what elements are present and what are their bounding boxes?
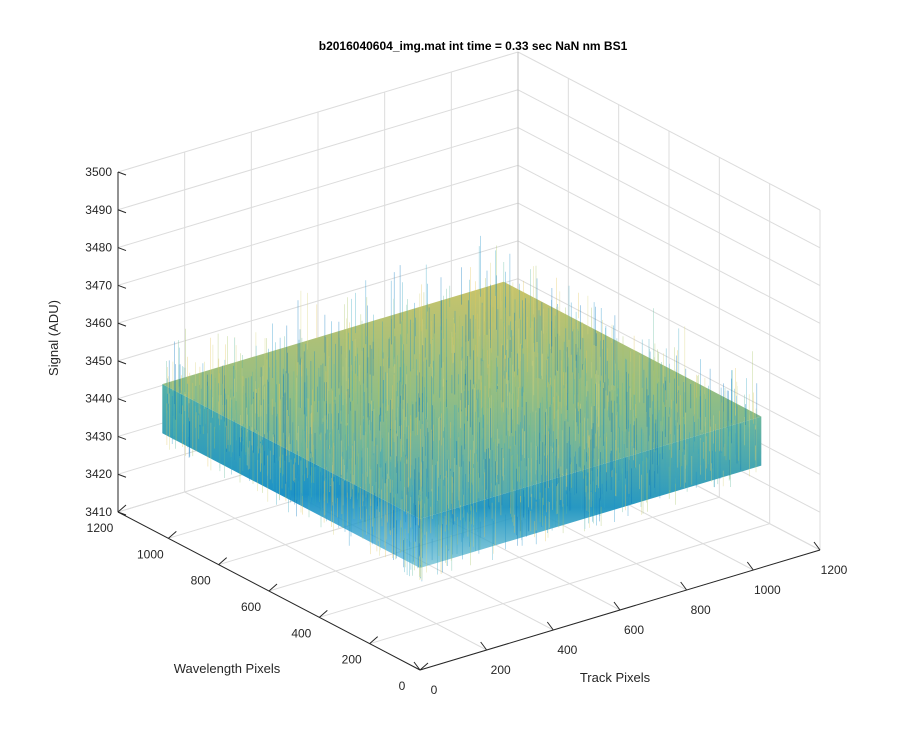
x-tick-label: 0 bbox=[431, 683, 438, 697]
z-tick-mark bbox=[117, 473, 127, 478]
wall-grid-line bbox=[117, 51, 519, 173]
y-tick-mark bbox=[419, 662, 429, 671]
floor-grid-line bbox=[369, 523, 770, 645]
x-tick-label: 800 bbox=[691, 603, 711, 617]
z-tick-mark bbox=[117, 209, 127, 214]
y-tick-mark bbox=[117, 504, 127, 513]
x-tick-label: 400 bbox=[557, 643, 577, 657]
wall-grid-line bbox=[517, 240, 821, 400]
x-tick-mark bbox=[680, 581, 688, 591]
wall-grid-line bbox=[517, 164, 821, 324]
y-tick-mark bbox=[369, 636, 378, 645]
wall-grid-line bbox=[517, 202, 821, 362]
z-tick-mark bbox=[117, 511, 127, 516]
axes: 0 200 400 600 800 1000 1200 0 200 400 600 800 1000 12… bbox=[85, 165, 847, 697]
y-tick-mark bbox=[218, 557, 227, 566]
x-tick-mark bbox=[613, 601, 621, 611]
z-tick-label: 3480 bbox=[85, 241, 112, 255]
x-tick-mark bbox=[813, 541, 821, 551]
z-axis-label: Signal (ADU) bbox=[46, 300, 61, 376]
surface-noise bbox=[166, 235, 758, 582]
x-tick-mark bbox=[546, 621, 554, 631]
wall-grid-line bbox=[117, 89, 519, 211]
z-tick-label: 3410 bbox=[85, 505, 112, 519]
z-tick-mark bbox=[117, 247, 127, 252]
z-tick-label: 3470 bbox=[85, 278, 112, 292]
z-tick-label: 3500 bbox=[85, 165, 112, 179]
z-tick-label: 3420 bbox=[85, 467, 112, 481]
wall-grid-line bbox=[117, 164, 519, 286]
y-tick-label: 600 bbox=[241, 600, 261, 614]
chart-title: b2016040604_img.mat int time = 0.33 sec … bbox=[319, 39, 628, 53]
x-tick-label: 600 bbox=[624, 623, 644, 637]
wall-grid-line bbox=[517, 278, 821, 438]
surface-data bbox=[162, 235, 762, 582]
x-tick-mark bbox=[413, 661, 421, 671]
floor-grid-line bbox=[319, 496, 720, 618]
y-tick-label: 800 bbox=[191, 574, 211, 588]
z-tick-label: 3460 bbox=[85, 316, 112, 330]
z-tick-mark bbox=[117, 398, 127, 403]
z-tick-label: 3450 bbox=[85, 354, 112, 368]
z-tick-label: 3490 bbox=[85, 203, 112, 217]
x-tick-mark bbox=[746, 561, 754, 571]
z-tick-label: 3440 bbox=[85, 392, 112, 406]
y-tick-label: 0 bbox=[399, 679, 406, 693]
y-tick-mark bbox=[168, 530, 177, 539]
x-tick-label: 1200 bbox=[821, 563, 848, 577]
wall-grid-line bbox=[117, 240, 519, 362]
wall-grid-line bbox=[517, 127, 821, 286]
y-tick-label: 1200 bbox=[87, 521, 114, 535]
y-tick-mark bbox=[268, 583, 278, 592]
z-tick-mark bbox=[117, 360, 127, 365]
z-tick-mark bbox=[117, 171, 127, 176]
x-tick-label: 1000 bbox=[754, 583, 781, 597]
x-axis-label: Track Pixels bbox=[580, 670, 651, 685]
wall-grid-line bbox=[117, 202, 519, 324]
z-tick-label: 3430 bbox=[85, 429, 112, 443]
z-tick-mark bbox=[117, 284, 127, 289]
y-axis-label: Wavelength Pixels bbox=[174, 661, 281, 676]
wall-grid-line bbox=[517, 89, 821, 249]
y-tick-label: 400 bbox=[291, 626, 311, 640]
x-tick-mark bbox=[480, 641, 488, 651]
z-tick-mark bbox=[117, 435, 127, 440]
wall-grid-line bbox=[517, 51, 821, 211]
z-tick-mark bbox=[117, 322, 127, 327]
y-tick-label: 1000 bbox=[137, 547, 164, 561]
y-tick-label: 200 bbox=[342, 653, 362, 667]
x-tick-label: 200 bbox=[491, 663, 511, 677]
wall-grid-line bbox=[117, 127, 519, 249]
y-tick-mark bbox=[319, 609, 328, 618]
